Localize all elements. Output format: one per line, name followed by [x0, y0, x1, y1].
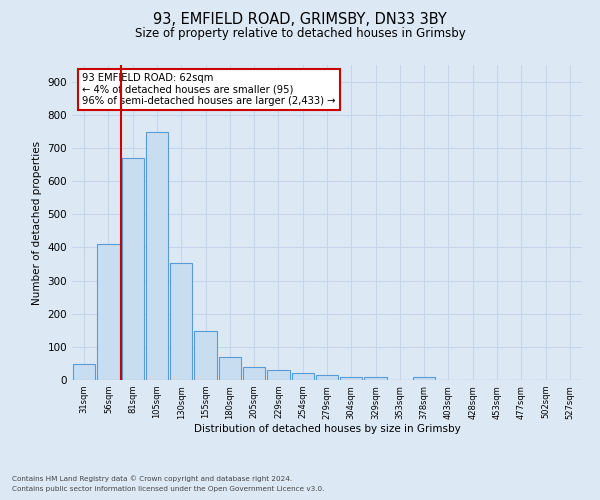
Text: Size of property relative to detached houses in Grimsby: Size of property relative to detached ho… [134, 28, 466, 40]
Text: 93, EMFIELD ROAD, GRIMSBY, DN33 3BY: 93, EMFIELD ROAD, GRIMSBY, DN33 3BY [153, 12, 447, 28]
Bar [267, 370, 290, 380]
Bar [413, 376, 436, 380]
Bar [364, 378, 387, 380]
Bar [97, 244, 119, 380]
Bar [316, 375, 338, 380]
Bar [146, 132, 168, 380]
Bar [340, 376, 362, 380]
Bar [73, 364, 95, 380]
Text: Contains HM Land Registry data © Crown copyright and database right 2024.: Contains HM Land Registry data © Crown c… [12, 476, 292, 482]
Bar [243, 366, 265, 380]
Text: Contains public sector information licensed under the Open Government Licence v3: Contains public sector information licen… [12, 486, 325, 492]
Text: 93 EMFIELD ROAD: 62sqm
← 4% of detached houses are smaller (95)
96% of semi-deta: 93 EMFIELD ROAD: 62sqm ← 4% of detached … [82, 73, 336, 106]
X-axis label: Distribution of detached houses by size in Grimsby: Distribution of detached houses by size … [194, 424, 460, 434]
Bar [218, 357, 241, 380]
Bar [194, 332, 217, 380]
Bar [292, 372, 314, 380]
Bar [122, 158, 144, 380]
Y-axis label: Number of detached properties: Number of detached properties [32, 140, 42, 304]
Bar [170, 263, 193, 380]
